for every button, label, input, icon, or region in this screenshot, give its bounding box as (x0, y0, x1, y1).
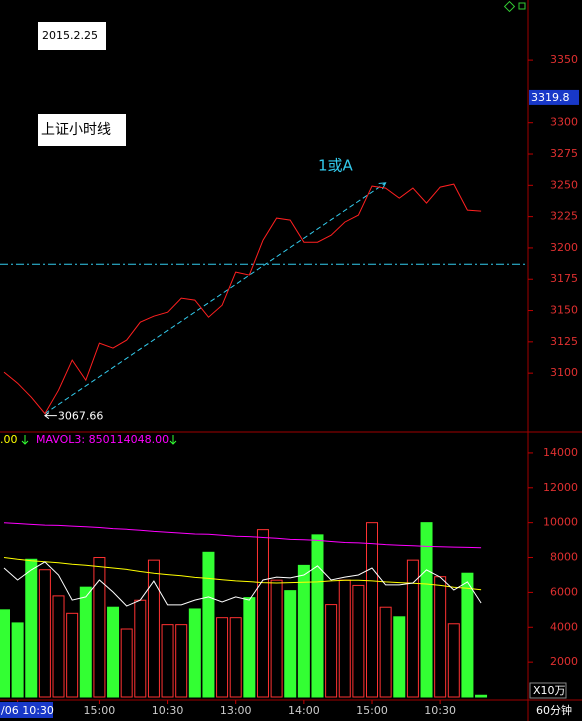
volume-bar (243, 597, 256, 698)
trend-line (44, 182, 386, 415)
title-box (38, 114, 126, 146)
volume-bar (202, 551, 215, 698)
y-tick-label: 4000 (550, 620, 578, 633)
current-price-label: 3319.8 (531, 91, 570, 104)
trend-arrow (378, 182, 387, 190)
ma-line (3, 557, 482, 591)
volume-bar (352, 584, 365, 698)
arrow-icon (21, 435, 29, 445)
y-tick-label: 3125 (550, 335, 578, 348)
y-tick-label: 2000 (550, 655, 578, 668)
volume-bar (393, 616, 406, 698)
x-tick-label: 14:00 (288, 704, 320, 717)
annotation: 1或A (318, 157, 354, 175)
volume-bar (420, 522, 433, 698)
y-tick-label: 3225 (550, 210, 578, 223)
current-price-box (529, 89, 579, 105)
volume-bar (38, 569, 51, 698)
volume-bar (461, 572, 474, 698)
volume-bar (216, 617, 229, 698)
y-tick-label: 3350 (550, 53, 578, 66)
low-arrow (44, 412, 57, 420)
volume-bar (11, 622, 24, 698)
period-label[interactable]: 60分钟 (536, 703, 572, 717)
volume-bar (311, 534, 324, 698)
x-tick-label: 13:00 (220, 704, 252, 717)
volume-bar (66, 612, 79, 698)
volume-bar (434, 576, 447, 698)
price-line (3, 183, 482, 415)
volume-bar (0, 609, 10, 698)
volume-bar (175, 624, 188, 698)
volume-bar (256, 529, 269, 698)
y-tick-label: 3200 (550, 241, 578, 254)
y-tick-label: 12000 (543, 481, 578, 494)
diamond-icon[interactable] (503, 0, 516, 13)
volume-bar (147, 559, 160, 698)
arrow-icon (169, 435, 177, 445)
volume-bar (270, 579, 283, 698)
volume-bar (338, 579, 351, 698)
y-tick-label: 8000 (550, 551, 578, 564)
volume-bar (25, 558, 38, 698)
x-tick-label: 10:30 (424, 704, 456, 717)
volume-bar (107, 606, 120, 698)
ma-label: MAVOL3: 850114048.00 (36, 433, 169, 446)
volume-bar (475, 694, 488, 698)
low-label: 3067.66 (58, 410, 104, 423)
x-tick-label: 10:30 (152, 704, 184, 717)
y-tick-label: 3250 (550, 178, 578, 191)
volume-bar (79, 586, 92, 698)
date-box (38, 22, 106, 50)
ma-line (3, 522, 482, 549)
volume-header: .00 (0, 433, 18, 446)
volume-bar (406, 559, 419, 698)
x-tick-label: 15:00 (84, 704, 116, 717)
volume-bar (284, 590, 297, 698)
y-tick-label: 3300 (550, 116, 578, 129)
x-label-box (0, 702, 53, 718)
volume-bar (379, 606, 392, 698)
square-icon[interactable] (518, 2, 526, 10)
volume-bar (188, 608, 201, 698)
y-tick-label: 3100 (550, 366, 578, 379)
volume-bar (120, 628, 133, 698)
y-tick-label: 3175 (550, 272, 578, 285)
volume-bar (161, 624, 174, 698)
volume-bar (52, 595, 65, 698)
y-tick-label: 6000 (550, 585, 578, 598)
volume-bar (325, 604, 338, 698)
volume-bar (134, 599, 147, 698)
volume-bar (229, 617, 242, 698)
x-tick-label: /06 10:30 (1, 704, 54, 717)
date-label: 2015.2.25 (42, 29, 98, 42)
volume-bar (93, 557, 106, 698)
unit-label: X10万 (533, 684, 566, 697)
x-tick-label: 15:00 (356, 704, 388, 717)
ma-line (3, 561, 482, 607)
volume-bar (297, 564, 310, 698)
y-tick-label: 3275 (550, 147, 578, 160)
volume-bar (366, 522, 379, 698)
volume-bar (447, 623, 460, 698)
y-tick-label: 3150 (550, 304, 578, 317)
unit-box (529, 682, 567, 699)
chart-title: 上证小时线 (41, 122, 111, 138)
y-tick-label: 10000 (543, 516, 578, 529)
y-tick-label: 14000 (543, 446, 578, 459)
